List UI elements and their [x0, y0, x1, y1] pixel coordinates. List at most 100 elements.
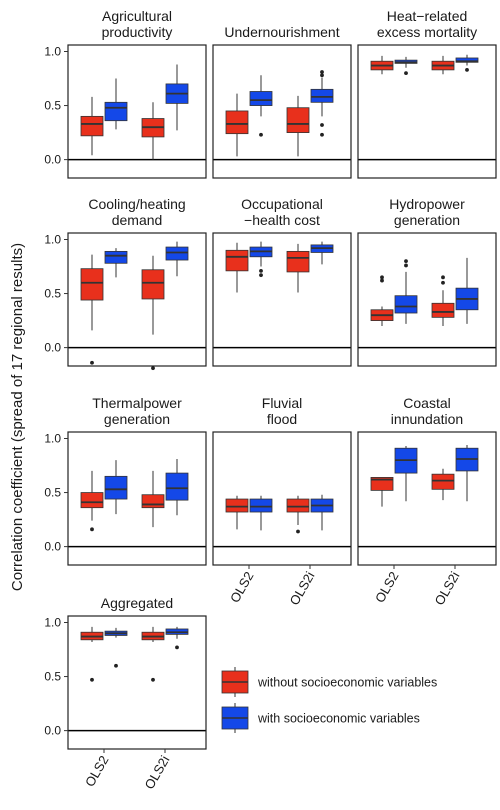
box-ols2-with-socioeconomic — [104, 78, 128, 130]
panel-border — [67, 615, 207, 750]
outlier-point — [404, 71, 408, 76]
box-ols2-without-socioeconomic — [370, 55, 394, 75]
box-ols2i-with-socioeconomic — [455, 54, 479, 72]
box-iqr — [141, 269, 165, 300]
box-iqr — [286, 498, 310, 513]
outlier-point — [90, 677, 94, 682]
panel-title: demand — [112, 212, 163, 228]
box-iqr — [104, 250, 128, 264]
box-ols2i-without-socioeconomic — [141, 102, 165, 160]
box-iqr — [165, 472, 189, 501]
panel-aggregated: Aggregated 0.0 0.5 1.0 OLS2 OLS2i — [44, 595, 207, 792]
panel-title: Fluvial — [262, 395, 302, 411]
panel-occupational-health-cost: Occupational−health cost — [212, 196, 352, 367]
y-tick-label: 1.0 — [44, 431, 61, 445]
x-tick-label-ols2: OLS2 — [227, 569, 257, 605]
box-iqr — [286, 107, 310, 133]
box-ols2i-with-socioeconomic — [165, 626, 189, 650]
box-ols2i-without-socioeconomic — [286, 95, 310, 157]
box-ols2-without-socioeconomic — [80, 626, 104, 682]
y-tick-label: 0.5 — [44, 670, 61, 684]
outlier-point — [320, 73, 324, 78]
panel-title: excess mortality — [377, 24, 477, 40]
y-tick-label: 1.0 — [44, 232, 61, 246]
box-ols2i-without-socioeconomic — [141, 470, 165, 528]
panel-title: generation — [394, 212, 460, 228]
y-tick-label: 0.0 — [44, 341, 61, 355]
outlier-point — [259, 132, 263, 137]
box-ols2-without-socioeconomic — [225, 495, 249, 530]
box-iqr — [431, 302, 455, 318]
outlier-point — [320, 132, 324, 137]
y-tick-label: 0.5 — [44, 287, 61, 301]
outlier-point — [175, 645, 179, 650]
x-tick-label-ols2i: OLS2i — [142, 753, 173, 792]
box-ols2-with-socioeconomic — [104, 460, 128, 515]
box-ols2i-with-socioeconomic — [455, 257, 479, 324]
panel-border — [357, 44, 497, 179]
y-tick-label: 1.0 — [44, 615, 61, 629]
panel-title: Aggregated — [101, 595, 173, 611]
outlier-point — [465, 67, 469, 72]
box-iqr — [370, 477, 394, 491]
y-tick-label: 0.0 — [44, 153, 61, 167]
panel-border — [67, 44, 207, 179]
legend-label: without socioeconomic variables — [257, 676, 437, 690]
outlier-point — [380, 278, 384, 283]
box-ols2i-without-socioeconomic — [431, 468, 455, 501]
outlier-point — [90, 527, 94, 532]
box-ols2-with-socioeconomic — [249, 495, 273, 531]
box-iqr — [80, 268, 104, 301]
outlier-point — [441, 280, 445, 285]
box-ols2-without-socioeconomic — [80, 470, 104, 532]
box-ols2i-without-socioeconomic — [286, 495, 310, 534]
box-ols2-without-socioeconomic — [370, 275, 394, 326]
box-ols2-without-socioeconomic — [370, 477, 394, 507]
box-ols2i-with-socioeconomic — [165, 459, 189, 516]
box-ols2i-without-socioeconomic — [431, 275, 455, 326]
panel-title: −health cost — [244, 212, 320, 228]
box-iqr — [286, 250, 310, 273]
outlier-point — [320, 70, 324, 74]
panel-title: Occupational — [241, 196, 323, 212]
box-ols2i-without-socioeconomic — [431, 55, 455, 75]
box-iqr — [225, 110, 249, 135]
box-ols2-with-socioeconomic — [104, 248, 128, 278]
outlier-point — [441, 275, 445, 280]
x-tick-label-ols2: OLS2 — [82, 753, 112, 789]
y-tick-label: 0.0 — [44, 540, 61, 554]
panel-title: innundation — [391, 411, 463, 427]
box-ols2-with-socioeconomic — [394, 56, 418, 76]
box-iqr — [249, 91, 273, 106]
panel-title: Cooling/heating — [88, 196, 185, 212]
box-ols2-with-socioeconomic — [104, 627, 128, 668]
box-ols2-without-socioeconomic — [80, 254, 104, 365]
panel-border — [67, 232, 207, 367]
box-ols2-with-socioeconomic — [394, 259, 418, 324]
box-iqr — [80, 492, 104, 509]
panel-border — [212, 44, 352, 179]
box-iqr — [104, 101, 128, 122]
panel-title: Hydropower — [389, 196, 465, 212]
panel-title: flood — [267, 411, 297, 427]
panel-title: generation — [104, 411, 170, 427]
panel-title: productivity — [102, 24, 173, 40]
panel-undernourishment: Undernourishment — [212, 24, 352, 179]
panel-border — [212, 431, 352, 566]
box-ols2i-with-socioeconomic — [310, 70, 334, 137]
outlier-point — [259, 268, 263, 273]
box-iqr — [249, 498, 273, 513]
y-tick-label: 0.0 — [44, 724, 61, 738]
y-tick-label: 0.5 — [44, 99, 61, 113]
box-ols2-without-socioeconomic — [225, 93, 249, 157]
box-iqr — [225, 249, 249, 272]
y-axis-title: Correlation coefficient (spread of 17 re… — [9, 243, 26, 591]
panel-title: Agricultural — [102, 8, 172, 24]
box-iqr — [310, 88, 334, 103]
outlier-point — [320, 123, 324, 127]
